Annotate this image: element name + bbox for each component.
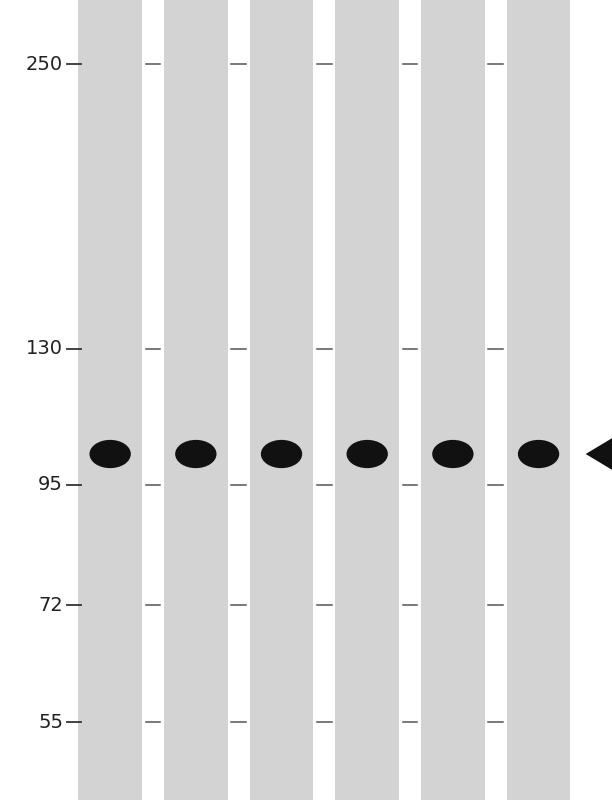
Text: 55: 55 — [38, 713, 63, 732]
Ellipse shape — [175, 440, 217, 468]
Ellipse shape — [346, 440, 388, 468]
Ellipse shape — [261, 440, 302, 468]
Text: 95: 95 — [38, 475, 63, 494]
Ellipse shape — [89, 440, 131, 468]
Bar — [250, 0, 313, 800]
Bar — [335, 0, 399, 800]
Polygon shape — [586, 430, 612, 478]
Text: 72: 72 — [39, 596, 63, 615]
Ellipse shape — [518, 440, 559, 468]
Ellipse shape — [432, 440, 474, 468]
Bar — [507, 0, 570, 800]
Text: 130: 130 — [26, 339, 63, 358]
Text: 250: 250 — [26, 55, 63, 74]
Bar — [164, 0, 228, 800]
Bar — [421, 0, 485, 800]
Bar — [78, 0, 142, 800]
